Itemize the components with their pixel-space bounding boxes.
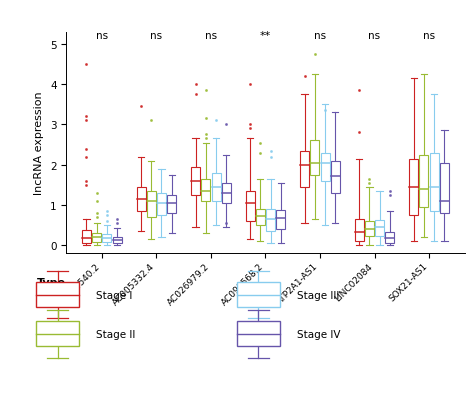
Text: ns: ns [368, 31, 381, 41]
Bar [137, 187, 146, 211]
FancyBboxPatch shape [237, 283, 280, 308]
Y-axis label: lncRNA expression: lncRNA expression [35, 92, 45, 195]
Text: **: ** [260, 31, 271, 41]
Text: ns: ns [423, 31, 435, 41]
FancyBboxPatch shape [36, 321, 79, 346]
Bar [331, 161, 340, 193]
Bar [385, 233, 394, 243]
Bar [310, 141, 319, 175]
Bar [256, 209, 265, 225]
Bar [222, 183, 231, 203]
Bar [157, 193, 166, 216]
FancyBboxPatch shape [237, 321, 280, 346]
Text: Type: Type [36, 277, 65, 287]
Bar [201, 179, 210, 201]
Bar [409, 159, 418, 216]
Bar [300, 151, 309, 187]
Bar [82, 230, 91, 243]
FancyBboxPatch shape [36, 283, 79, 308]
Bar [355, 220, 364, 242]
Bar [375, 220, 384, 237]
Bar [191, 167, 200, 196]
Bar [365, 221, 374, 237]
Bar [211, 173, 220, 201]
Bar [167, 196, 176, 213]
Text: Stage I: Stage I [96, 290, 133, 300]
Bar [320, 153, 329, 181]
Text: Stage II: Stage II [96, 329, 136, 339]
Text: Stage IV: Stage IV [297, 329, 340, 339]
Bar [246, 191, 255, 221]
Bar [92, 234, 101, 243]
Bar [419, 155, 428, 207]
Text: ns: ns [205, 31, 217, 41]
Bar [440, 163, 449, 213]
Bar [429, 153, 438, 211]
Bar [276, 210, 285, 229]
Bar [113, 238, 122, 243]
Bar [147, 191, 156, 218]
Text: ns: ns [314, 31, 326, 41]
Text: ns: ns [150, 31, 163, 41]
Text: Stage III: Stage III [297, 290, 339, 300]
Text: ns: ns [96, 31, 108, 41]
Bar [266, 209, 275, 231]
Bar [102, 234, 111, 243]
